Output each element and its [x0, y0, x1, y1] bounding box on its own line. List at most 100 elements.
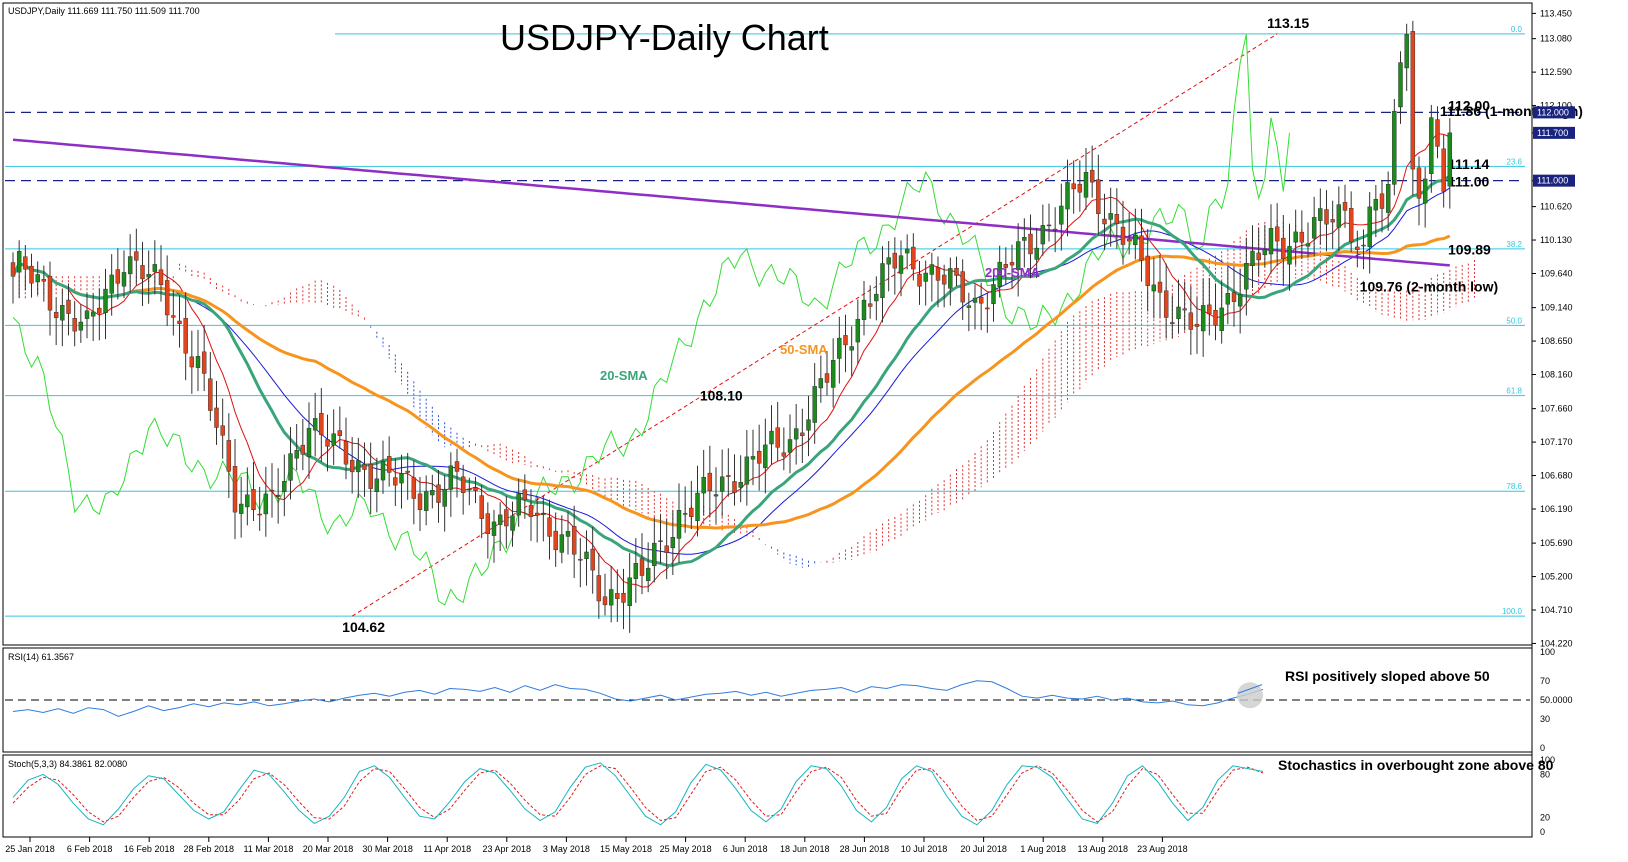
candle-body: [584, 551, 589, 560]
candle-body: [781, 452, 787, 457]
candle-body: [719, 476, 725, 492]
y-tick-label: 107.170: [1540, 437, 1573, 447]
candle-body: [713, 494, 719, 497]
candle-body: [35, 274, 40, 283]
y-tick-label: 109.140: [1540, 303, 1573, 313]
candle-body: [978, 296, 984, 304]
x-tick-label: 6 Feb 2018: [67, 844, 113, 854]
candle-body: [1065, 182, 1070, 210]
candle-body: [306, 427, 312, 457]
candle-body: [269, 489, 275, 492]
candle-body: [695, 492, 700, 522]
candle-body: [1200, 305, 1206, 332]
candle-body: [300, 444, 306, 455]
candle-body: [226, 440, 232, 472]
y-tick-label: 104.710: [1540, 605, 1573, 615]
candle-body: [553, 530, 558, 551]
candle-body: [658, 540, 663, 542]
candle-body: [47, 275, 53, 311]
candle-body: [134, 251, 139, 261]
y-tick-label: 106.190: [1540, 504, 1573, 514]
candle-body: [516, 493, 521, 516]
x-tick-label: 15 May 2018: [600, 844, 652, 854]
x-tick-label: 1 Aug 2018: [1020, 844, 1066, 854]
candle-body: [220, 425, 225, 436]
y-tick-label: 106.680: [1540, 471, 1573, 481]
x-tick-label: 25 Jan 2018: [5, 844, 55, 854]
candle-body: [1429, 117, 1434, 175]
price-box: [1533, 106, 1575, 119]
candle-body: [442, 488, 447, 507]
candle-body: [689, 507, 694, 517]
candle-body: [935, 267, 941, 281]
y-tick-label: 110.130: [1540, 235, 1572, 245]
date-axis: 25 Jan 2018 6 Feb 2018 16 Feb 2018 28 Feb 2…: [5, 837, 1188, 854]
candle-body: [1237, 294, 1243, 307]
y-tick-label: 112.100: [1540, 101, 1572, 111]
candle-body: [417, 493, 423, 510]
candle-body: [1207, 304, 1212, 315]
candle-body: [275, 494, 281, 497]
candle-body: [633, 563, 639, 579]
rsi-tick-label: 70: [1540, 676, 1550, 686]
y-tick-label: 104.220: [1540, 638, 1573, 648]
candle-body: [393, 477, 398, 486]
level-label: 111.14: [1448, 156, 1489, 172]
level-label: 109.89: [1448, 241, 1491, 257]
candle-body: [775, 427, 780, 448]
horizontal-levels: 112.00 111.14 111.00 109.89 113.15 104.62 108.…: [5, 15, 1583, 635]
candle-body: [830, 360, 836, 388]
tenkan-line: [12, 133, 1450, 588]
candle-body: [615, 593, 620, 599]
candle-body: [1170, 322, 1175, 325]
candle-body: [208, 378, 213, 411]
y-tick-label: 113.080: [1540, 34, 1572, 44]
candle-body: [682, 513, 688, 515]
candle-body: [1410, 31, 1416, 170]
candle-body: [1231, 292, 1237, 302]
stoch-panel: 100 80 20 0: [12, 755, 1555, 837]
candle-body: [1447, 132, 1453, 187]
candle-body: [1120, 226, 1126, 245]
candle-body: [1096, 179, 1101, 214]
candle-body: [812, 386, 817, 423]
stoch-panel-frame: [2, 754, 1533, 838]
candle-body: [1009, 262, 1015, 266]
candle-body: [1379, 193, 1385, 209]
price-panel-frame: [2, 2, 1533, 646]
candle-body: [985, 307, 990, 310]
candle-body: [368, 463, 373, 489]
candle-body: [824, 373, 830, 383]
candle-body: [238, 503, 244, 514]
x-tick-label: 20 Mar 2018: [303, 844, 354, 854]
candle-body: [72, 318, 77, 332]
candle-body: [97, 307, 102, 314]
fib-label: 100.0: [1502, 607, 1523, 616]
candle-body: [541, 512, 546, 515]
rsi-line: [12, 680, 1264, 717]
candle-body: [171, 315, 176, 318]
candle-body: [232, 466, 238, 513]
candle-body: [565, 531, 571, 537]
price-annotation: 109.76 (2-month low): [1360, 278, 1498, 294]
x-tick-label: 10 Jul 2018: [901, 844, 948, 854]
candle-body: [140, 265, 145, 280]
sma20-label: 20-SMA: [600, 368, 648, 383]
candle-body: [676, 510, 682, 539]
candle-body: [60, 305, 65, 321]
candle-body: [941, 274, 947, 285]
candle-body: [1318, 208, 1323, 221]
candle-body: [103, 288, 108, 313]
candle-body: [479, 495, 484, 519]
candle-body: [1262, 248, 1268, 256]
candle-body: [1330, 219, 1335, 223]
candle-body: [590, 548, 595, 571]
candle-body: [670, 537, 676, 549]
candle-body: [664, 545, 669, 553]
candle-body: [948, 268, 953, 289]
price-axis: 113.450 113.080 112.590 112.100 111.700 111.0…: [1531, 3, 1575, 837]
price-box-label: 111.700: [1537, 128, 1568, 138]
candle-body: [1250, 250, 1255, 266]
x-tick-label: 28 Feb 2018: [184, 844, 235, 854]
candle-body: [800, 432, 805, 436]
